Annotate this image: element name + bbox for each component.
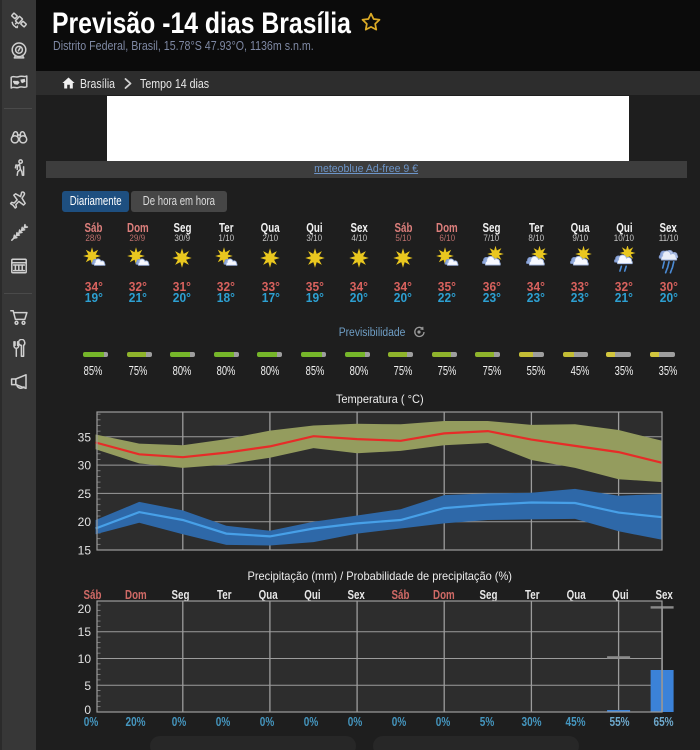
svg-text:30: 30 xyxy=(78,459,92,473)
svg-text:20: 20 xyxy=(78,602,92,616)
svg-text:5: 5 xyxy=(84,679,91,693)
svg-text:0: 0 xyxy=(84,703,91,717)
svg-text:10: 10 xyxy=(78,652,92,666)
svg-text:35: 35 xyxy=(78,430,92,444)
svg-text:25: 25 xyxy=(78,487,92,501)
svg-text:15: 15 xyxy=(78,625,92,639)
svg-text:15: 15 xyxy=(78,544,92,557)
svg-text:20: 20 xyxy=(78,515,92,529)
